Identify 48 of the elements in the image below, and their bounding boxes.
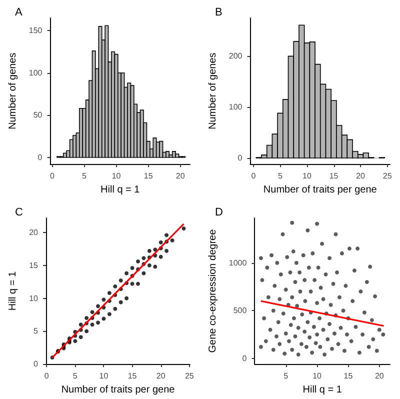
x-tick-label: 5	[284, 371, 289, 380]
x-tick-label: 15	[144, 172, 154, 181]
y-axis-title: Number of genes	[8, 52, 18, 130]
x-tick-label: 15	[329, 172, 339, 181]
y-tick-label: 1000	[228, 258, 248, 267]
x-tick-label: 15	[344, 371, 354, 380]
y-axis-title: Hill q = 1	[8, 270, 18, 310]
x-tick-label: 25	[382, 172, 392, 181]
x-tick-label: 15	[128, 371, 138, 380]
x-tick-label: 10	[302, 172, 312, 181]
x-axis-title: Number of traits per gene	[61, 384, 176, 395]
y-tick-label: 50	[33, 110, 43, 120]
y-tick-label: 0	[242, 353, 248, 362]
y-tick-label: 5	[34, 326, 39, 336]
chart-title: D	[215, 206, 223, 218]
x-tick-label: 10	[99, 371, 109, 380]
x-axis-title: Hill q = 1	[100, 184, 140, 196]
x-axis-title: Number of traits per gene	[263, 184, 378, 196]
y-tick-label: 100	[28, 68, 43, 78]
y-axis-title: Gene co-expression degree	[208, 228, 218, 352]
chart-title: A	[15, 6, 23, 18]
y-tick-label: 10	[29, 293, 39, 302]
x-tick-label: 0	[251, 172, 256, 181]
x-tick-label: 10	[312, 371, 322, 380]
x-tick-label: 0	[44, 371, 50, 380]
x-tick-label: 5	[72, 371, 78, 380]
x-tick-label: 5	[278, 172, 284, 181]
y-tick-label: 15	[29, 260, 39, 270]
chart-title: C	[15, 206, 23, 218]
y-tick-label: 200	[228, 52, 243, 61]
chart-title: B	[215, 6, 222, 18]
x-tick-label: 20	[374, 371, 384, 380]
y-tick-label: 20	[29, 227, 39, 236]
x-tick-label: 0	[50, 172, 55, 181]
y-tick-label: 0	[34, 359, 39, 368]
x-tick-label: 20	[356, 172, 366, 181]
x-axis-title: Hill q = 1	[302, 384, 342, 395]
y-tick-label: 150	[28, 26, 43, 36]
x-tick-label: 25	[184, 371, 194, 380]
y-tick-label: 500	[233, 306, 248, 315]
y-axis-title: Number of genes	[208, 52, 218, 130]
x-tick-label: 5	[82, 172, 87, 181]
y-tick-label: 0	[238, 153, 243, 162]
y-tick-label: 100	[228, 102, 243, 112]
x-tick-label: 20	[156, 371, 166, 380]
x-tick-label: 20	[176, 172, 186, 181]
x-tick-label: 10	[112, 172, 122, 181]
y-tick-label: 0	[38, 152, 43, 162]
